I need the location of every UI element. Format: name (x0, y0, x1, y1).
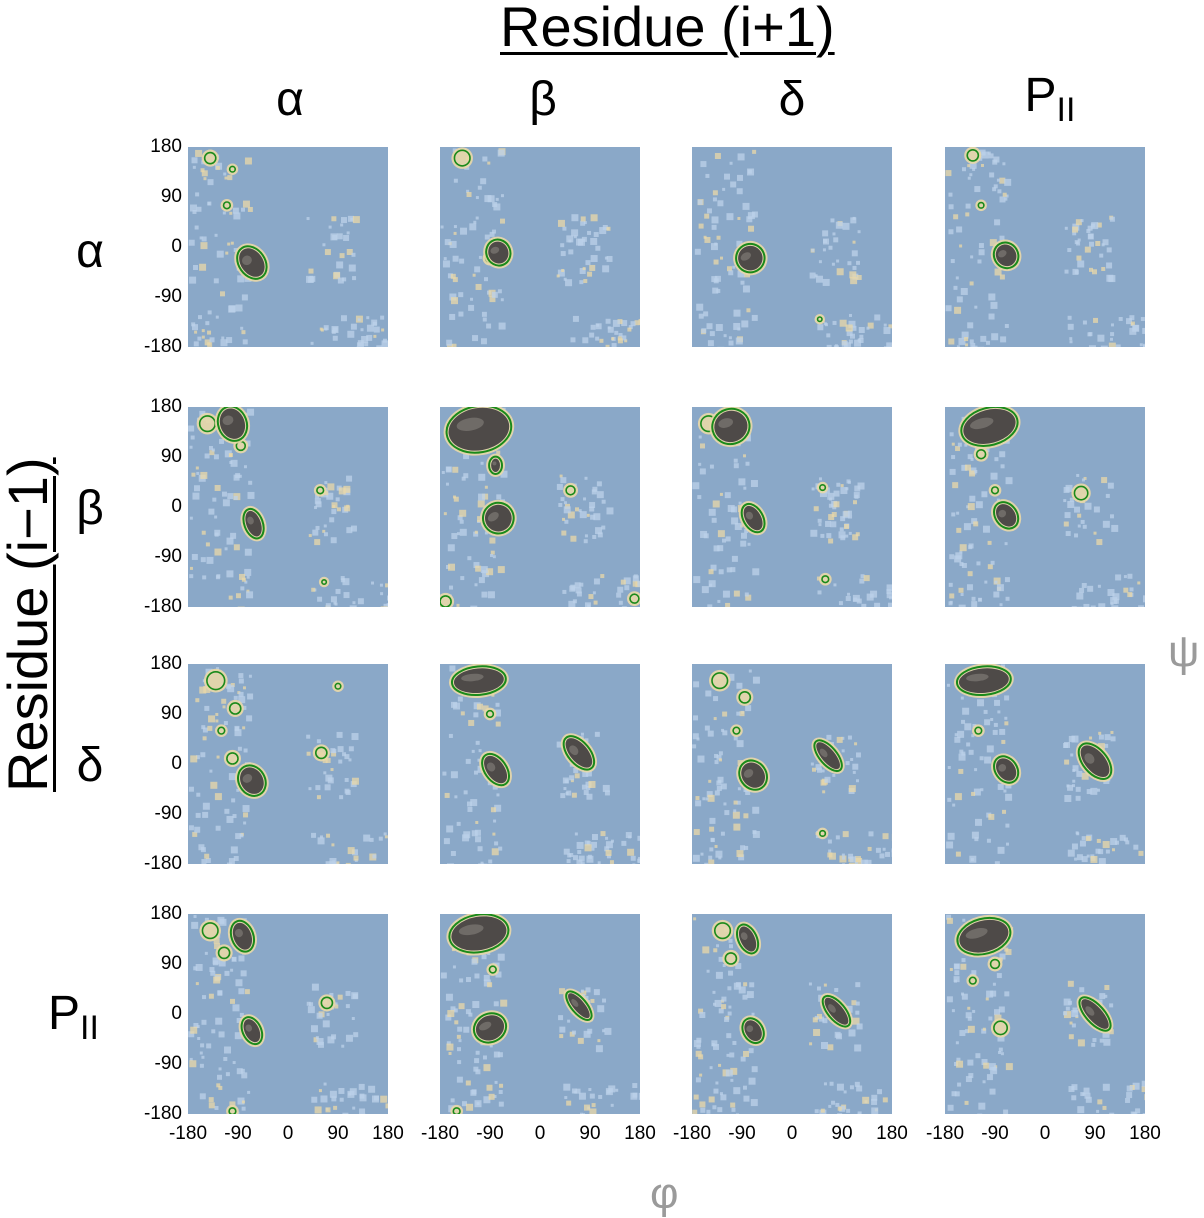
minor-density-region (451, 147, 473, 169)
x-tick-label: 180 (610, 1124, 670, 1143)
minor-density-region (1071, 483, 1090, 502)
minor-density-region (972, 724, 985, 737)
minor-density-region (204, 669, 228, 693)
y-tick-label: 180 (138, 137, 182, 156)
minor-density-region (974, 447, 989, 462)
panel-beta-beta (440, 407, 640, 607)
minor-density-region (332, 680, 344, 692)
column-label-delta: δ (752, 76, 832, 131)
y-tick-label: 0 (138, 754, 182, 773)
panel-beta-delta (692, 407, 892, 607)
minor-density-region (817, 828, 829, 840)
minor-density-region (215, 724, 228, 737)
y-tick-label: 90 (138, 704, 182, 723)
y-tick-label: 90 (138, 447, 182, 466)
y-tick-label: -180 (138, 854, 182, 873)
y-tick-label: -180 (138, 597, 182, 616)
minor-density-region (815, 314, 825, 324)
panel-background (945, 147, 1145, 347)
minor-density-region (199, 920, 221, 942)
panel-pii-pii (945, 914, 1145, 1114)
minor-density-region (227, 700, 244, 717)
minor-density-region (817, 482, 829, 494)
minor-density-region (722, 950, 739, 967)
minor-density-region (313, 744, 330, 761)
minor-density-region (991, 1018, 1010, 1037)
y-tick-label: -90 (138, 1054, 182, 1073)
column-label-pii: PII (1000, 72, 1100, 127)
y-tick-label: 90 (138, 187, 182, 206)
minor-density-region (216, 944, 233, 961)
minor-density-region (988, 957, 1003, 972)
panel-alpha-alpha (188, 147, 388, 347)
y-tick-label: -90 (138, 804, 182, 823)
row-label-beta: β (50, 485, 130, 540)
y-tick-label: -180 (138, 337, 182, 356)
y-tick-label: 0 (138, 1004, 182, 1023)
panel-background (188, 664, 388, 864)
y-tick-label: -180 (138, 1104, 182, 1123)
minor-density-region (964, 147, 981, 164)
panel-alpha-pii (945, 147, 1145, 347)
panel-delta-beta (440, 664, 640, 864)
y-tick-label: 180 (138, 654, 182, 673)
minor-density-region (709, 670, 731, 692)
panel-pii-delta (692, 914, 892, 1114)
panel-delta-delta (692, 664, 892, 864)
y-axis-label: ψ (1168, 630, 1199, 674)
minor-density-region (966, 974, 979, 987)
panel-pii-beta (440, 914, 640, 1114)
y-tick-label: 180 (138, 397, 182, 416)
minor-density-region (736, 689, 753, 706)
panel-delta-pii (945, 664, 1145, 864)
minor-density-region (484, 708, 497, 721)
y-tick-label: 90 (138, 954, 182, 973)
minor-density-region (486, 963, 499, 976)
panel-alpha-beta (440, 147, 640, 347)
minor-density-region (989, 484, 1002, 497)
x-axis-label: φ (650, 1172, 679, 1216)
density-peak (486, 454, 505, 477)
x-tick-label: 180 (358, 1124, 418, 1143)
minor-density-region (712, 920, 734, 942)
y-tick-label: -90 (138, 287, 182, 306)
minor-density-region (314, 484, 327, 497)
row-label-delta: δ (50, 742, 130, 797)
panel-background (692, 914, 892, 1114)
minor-density-region (227, 163, 239, 175)
minor-density-region (319, 577, 329, 587)
minor-density-region (318, 994, 335, 1011)
column-label-alpha: α (250, 76, 330, 131)
row-label-alpha: α (50, 228, 130, 283)
panel-beta-alpha (188, 407, 388, 607)
minor-density-region (819, 573, 832, 586)
minor-density-region (221, 199, 234, 212)
panel-delta-alpha (188, 664, 388, 864)
row-label-pii: PII (48, 990, 148, 1045)
panel-beta-pii (945, 407, 1145, 607)
column-label-beta: β (503, 76, 583, 131)
minor-density-region (730, 724, 743, 737)
minor-density-region (202, 150, 219, 167)
panel-background (692, 147, 892, 347)
minor-density-region (224, 750, 241, 767)
minor-density-region (563, 483, 578, 498)
x-tick-label: 180 (862, 1124, 922, 1143)
panel-pii-alpha (188, 914, 388, 1114)
x-tick-label: 180 (1115, 1124, 1175, 1143)
y-tick-label: 0 (138, 497, 182, 516)
y-tick-label: -90 (138, 547, 182, 566)
minor-density-region (975, 200, 987, 212)
panel-background (440, 147, 640, 347)
column-header: Residue (i+1) (500, 0, 820, 59)
y-tick-label: 180 (138, 904, 182, 923)
y-tick-label: 0 (138, 237, 182, 256)
panel-alpha-delta (692, 147, 892, 347)
